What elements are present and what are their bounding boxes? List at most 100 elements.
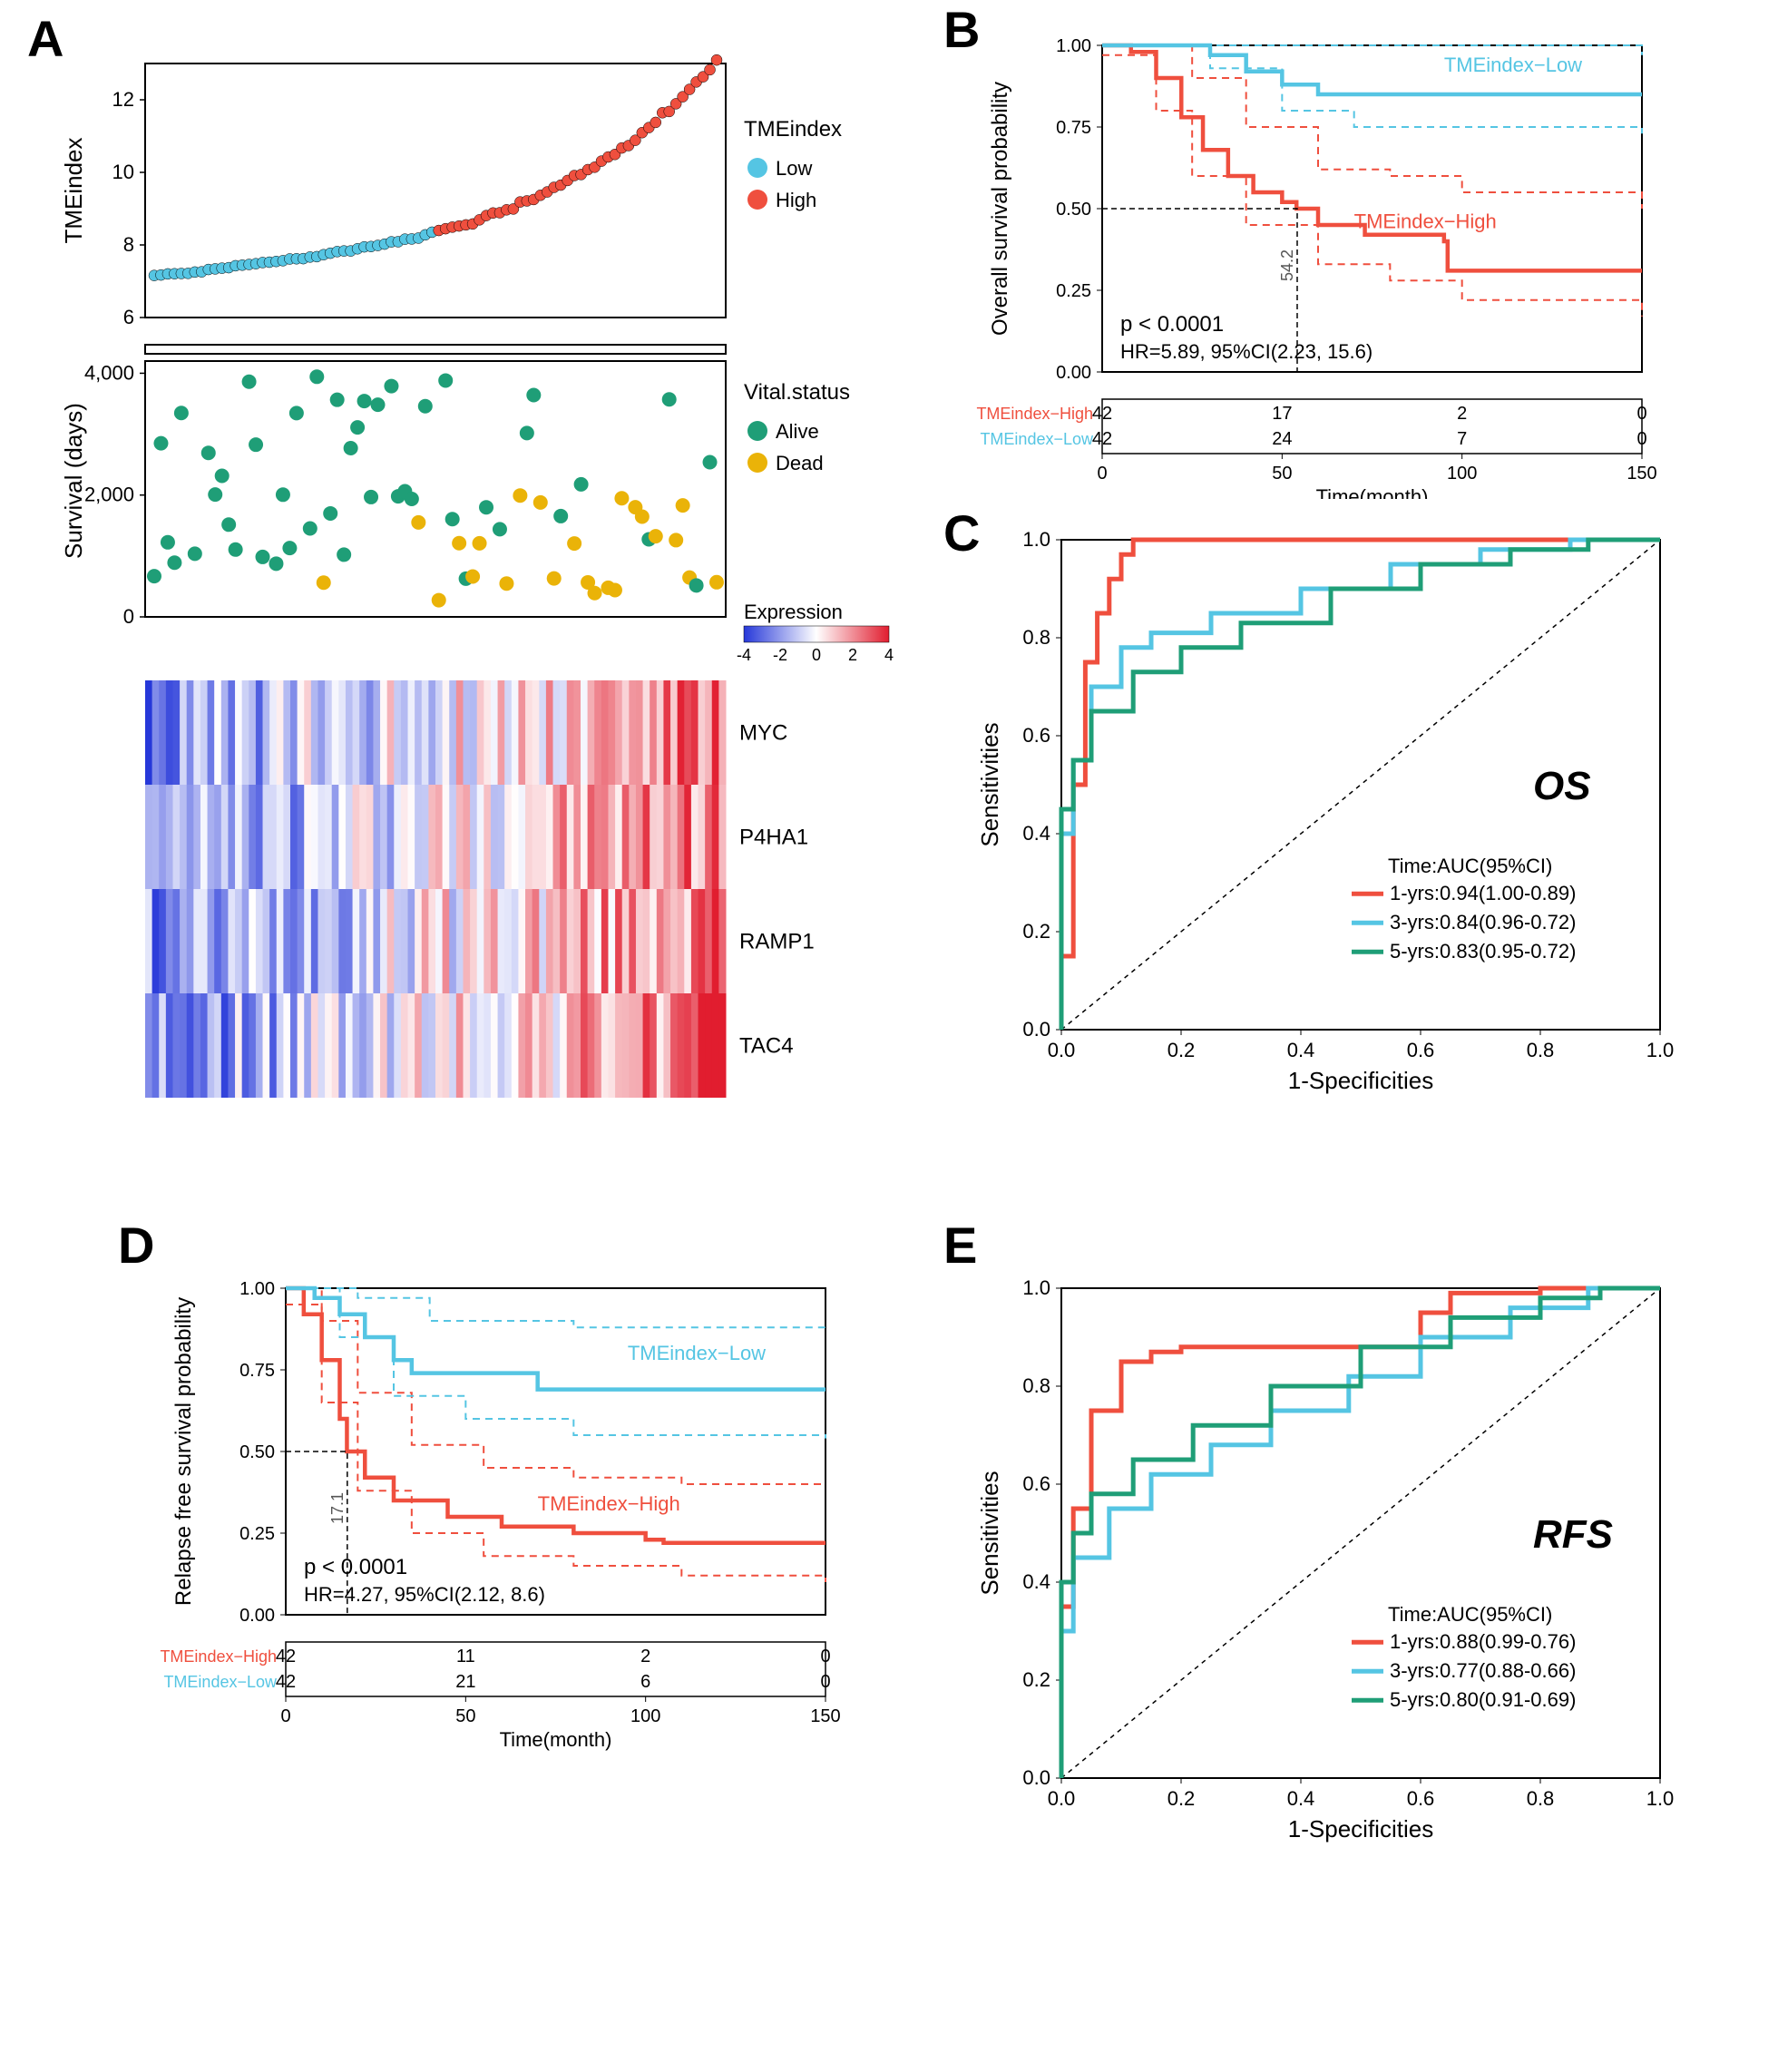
panel-d-km-rfs: 0.000.250.500.751.00Relapse free surviva… [136,1270,934,1814]
svg-text:HR=5.89, 95%CI(2.23, 15.6): HR=5.89, 95%CI(2.23, 15.6) [1120,340,1373,363]
svg-text:17.1: 17.1 [328,1492,347,1524]
svg-text:24: 24 [1272,429,1292,449]
svg-text:1-yrs:0.88(0.99-0.76): 1-yrs:0.88(0.99-0.76) [1390,1630,1576,1653]
svg-text:1-Specificities: 1-Specificities [1288,1067,1433,1094]
svg-text:TMEindex−High: TMEindex−High [538,1492,680,1515]
svg-text:4: 4 [884,646,894,664]
svg-text:P4HA1: P4HA1 [739,826,808,850]
svg-text:Time(month): Time(month) [500,1728,612,1751]
svg-text:3-yrs:0.84(0.96-0.72): 3-yrs:0.84(0.96-0.72) [1390,911,1576,933]
svg-text:0.4: 0.4 [1287,1039,1315,1061]
svg-text:Dead: Dead [776,452,824,474]
svg-text:0.25: 0.25 [239,1524,275,1544]
svg-text:0.4: 0.4 [1287,1787,1315,1810]
svg-text:1-Specificities: 1-Specificities [1288,1815,1433,1842]
svg-text:TMEindex: TMEindex [744,117,842,142]
svg-text:0: 0 [1636,404,1646,424]
svg-text:0.0: 0.0 [1022,1018,1050,1041]
svg-text:0.00: 0.00 [239,1606,275,1626]
svg-text:0.8: 0.8 [1022,1374,1050,1397]
svg-text:0.2: 0.2 [1022,1668,1050,1691]
svg-text:0.4: 0.4 [1022,1570,1050,1593]
svg-text:TMEindex−Low: TMEindex−Low [628,1342,766,1364]
svg-text:1-yrs:0.94(1.00-0.89): 1-yrs:0.94(1.00-0.89) [1390,882,1576,904]
svg-text:0: 0 [820,1672,830,1692]
svg-text:Relapse free survival probabil: Relapse free survival probability [171,1297,196,1606]
svg-text:0.2: 0.2 [1022,920,1050,943]
svg-text:Overall survival probability: Overall survival probability [988,82,1012,336]
svg-text:-4: -4 [737,646,751,664]
svg-text:4,000: 4,000 [84,361,134,384]
svg-text:High: High [776,189,816,211]
panel-c-roc-os: 0.00.00.20.20.40.40.60.60.80.81.01.0Sens… [952,522,1751,1111]
svg-text:2: 2 [1457,404,1467,424]
svg-text:Low: Low [776,157,812,180]
svg-text:TMEindex−High: TMEindex−High [1354,210,1497,233]
svg-text:42: 42 [1092,404,1112,424]
svg-text:0.75: 0.75 [1056,118,1091,138]
svg-text:Time:AUC(95%CI): Time:AUC(95%CI) [1388,1603,1552,1626]
svg-text:2: 2 [640,1647,650,1666]
svg-text:Time:AUC(95%CI): Time:AUC(95%CI) [1388,855,1552,877]
svg-text:OS: OS [1533,764,1591,808]
svg-text:1.0: 1.0 [1022,1276,1050,1299]
svg-text:0.2: 0.2 [1167,1039,1196,1061]
svg-text:0.0: 0.0 [1048,1039,1076,1061]
svg-text:0: 0 [812,646,821,664]
svg-text:0.50: 0.50 [1056,200,1091,220]
panel-a: 681012TMEindexTMEindexLowHigh02,0004,000… [45,45,916,1116]
panel-label-d: D [118,1216,154,1275]
svg-text:Sensitivities: Sensitivities [976,1471,1003,1595]
svg-text:0.8: 0.8 [1527,1039,1555,1061]
svg-text:Expression: Expression [744,601,843,623]
svg-text:0: 0 [820,1647,830,1666]
svg-text:TMEindex−High: TMEindex−High [160,1647,277,1666]
svg-text:7: 7 [1457,429,1467,449]
panel-b-km-os: 0.000.250.500.751.00Overall survival pro… [952,27,1751,499]
panel-e-roc-rfs: 0.00.00.20.20.40.40.60.60.80.81.01.0Sens… [952,1270,1751,1905]
svg-text:-2: -2 [773,646,787,664]
svg-text:150: 150 [1627,464,1656,484]
svg-text:1.00: 1.00 [1056,36,1091,56]
svg-text:150: 150 [810,1706,840,1726]
svg-text:TMEindex−Low: TMEindex−Low [163,1673,278,1691]
svg-text:0: 0 [123,605,134,628]
svg-text:Alive: Alive [776,420,819,443]
svg-text:0: 0 [1636,429,1646,449]
svg-text:6: 6 [123,306,134,328]
svg-text:0.4: 0.4 [1022,822,1050,845]
svg-text:0.50: 0.50 [239,1442,275,1462]
svg-text:100: 100 [1447,464,1477,484]
svg-text:0.6: 0.6 [1022,724,1050,747]
svg-text:Sensitivities: Sensitivities [976,722,1003,846]
svg-text:TMEindex−Low: TMEindex−Low [980,430,1094,448]
svg-text:11: 11 [456,1647,475,1666]
svg-text:1.0: 1.0 [1646,1039,1675,1061]
svg-text:2,000: 2,000 [84,484,134,506]
svg-text:0: 0 [1097,464,1107,484]
svg-text:HR=4.27, 95%CI(2.12, 8.6): HR=4.27, 95%CI(2.12, 8.6) [304,1583,545,1606]
svg-text:Survival (days): Survival (days) [60,403,87,559]
svg-text:5-yrs:0.83(0.95-0.72): 5-yrs:0.83(0.95-0.72) [1390,940,1576,963]
svg-text:0.00: 0.00 [1056,363,1091,383]
svg-text:5-yrs:0.80(0.91-0.69): 5-yrs:0.80(0.91-0.69) [1390,1688,1576,1711]
svg-text:100: 100 [630,1706,660,1726]
svg-text:TMEindex: TMEindex [60,137,87,243]
svg-text:42: 42 [276,1672,296,1692]
svg-text:1.0: 1.0 [1646,1787,1675,1810]
panel-label-e: E [943,1216,977,1275]
svg-text:MYC: MYC [739,721,787,746]
svg-text:TAC4: TAC4 [739,1034,794,1059]
svg-text:6: 6 [640,1672,650,1692]
svg-text:1.0: 1.0 [1022,528,1050,551]
svg-text:Time(month): Time(month) [1316,485,1429,499]
svg-text:Vital.status: Vital.status [744,380,850,405]
svg-text:TMEindex−High: TMEindex−High [976,405,1093,423]
svg-text:42: 42 [1092,429,1112,449]
svg-text:3-yrs:0.77(0.88-0.66): 3-yrs:0.77(0.88-0.66) [1390,1659,1576,1682]
svg-text:12: 12 [112,88,134,111]
svg-text:8: 8 [123,233,134,256]
svg-text:TMEindex−Low: TMEindex−Low [1444,54,1582,76]
svg-text:0.0: 0.0 [1022,1766,1050,1789]
svg-text:1.00: 1.00 [239,1279,275,1299]
